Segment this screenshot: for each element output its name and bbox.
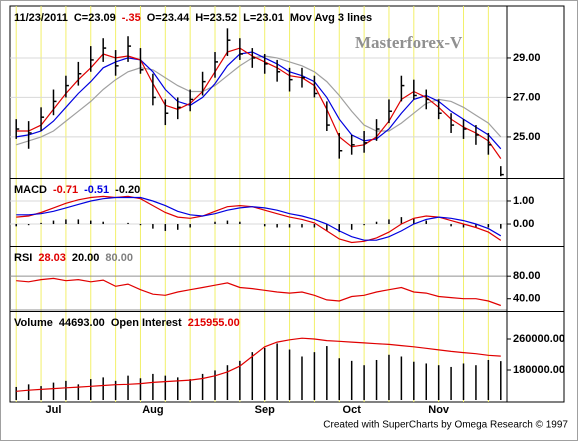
header-item: 28.03	[38, 252, 66, 264]
header-item: Open Interest	[111, 317, 182, 329]
header-item: -0.20	[115, 184, 140, 196]
y-tick-label: 25.00	[513, 131, 541, 143]
watermark: Masterforex-V	[355, 33, 463, 52]
header-item: 44693.00	[59, 317, 105, 329]
panel-header: MACD -0.71 -0.51 -0.20	[14, 184, 140, 196]
header-item: H=23.52	[195, 12, 237, 24]
header-item: Mov Avg 3 lines	[290, 12, 372, 24]
moving-average	[16, 47, 502, 159]
y-tick-label: 1.00	[513, 195, 534, 207]
x-tick-label: Nov	[428, 404, 450, 416]
x-tick-label: Oct	[343, 404, 362, 416]
y-tick-label: 260000.00	[513, 333, 565, 345]
footer: Created with SuperCharts by Omega Resear…	[323, 420, 568, 431]
panel-header: Volume 44693.00 Open Interest 215955.00	[14, 317, 240, 329]
header-item: -0.51	[84, 184, 109, 196]
header-item: 11/23/2011	[14, 12, 68, 24]
x-tick-label: Aug	[142, 404, 163, 416]
header-item: RSI	[14, 252, 32, 264]
header-item: 215955.00	[188, 317, 240, 329]
labels: Jul Aug Sep Oct Nov 25.00 27.00 29.00 11/23/2011…	[14, 12, 565, 416]
moving-average	[16, 51, 502, 150]
header-item: O=23.44	[147, 12, 190, 24]
x-tick-label: Jul	[46, 404, 62, 416]
open-interest-line	[16, 337, 501, 392]
macd-line	[16, 195, 502, 244]
panel-header: RSI 28.03 20.00 80.00	[14, 252, 133, 264]
marks	[15, 28, 504, 400]
y-tick-label: 29.00	[513, 52, 541, 64]
x-tick-label: Sep	[255, 404, 275, 416]
header-item: C=23.09	[74, 12, 116, 24]
panel-header: 11/23/2011 C=23.09 -.35 O=23.44 H=23.52 L=23.…	[14, 12, 372, 24]
header-item: MACD	[14, 184, 47, 196]
header-item: L=23.01	[243, 12, 284, 24]
rsi-line	[16, 277, 502, 307]
header-item: -0.71	[53, 184, 78, 196]
header-item: Volume	[14, 317, 53, 329]
moving-average	[16, 55, 502, 146]
y-tick-label: 180000.00	[513, 364, 565, 376]
header-item: -.35	[122, 12, 141, 24]
macd-line	[16, 196, 502, 241]
header-item: 80.00	[105, 252, 133, 264]
plot-frame	[9, 5, 565, 403]
y-tick-label: 0.00	[513, 218, 534, 230]
y-tick-label: 27.00	[513, 91, 541, 103]
y-tick-label: 40.00	[513, 293, 541, 305]
y-tick-label: 80.00	[513, 270, 541, 282]
header-item: 20.00	[72, 252, 100, 264]
